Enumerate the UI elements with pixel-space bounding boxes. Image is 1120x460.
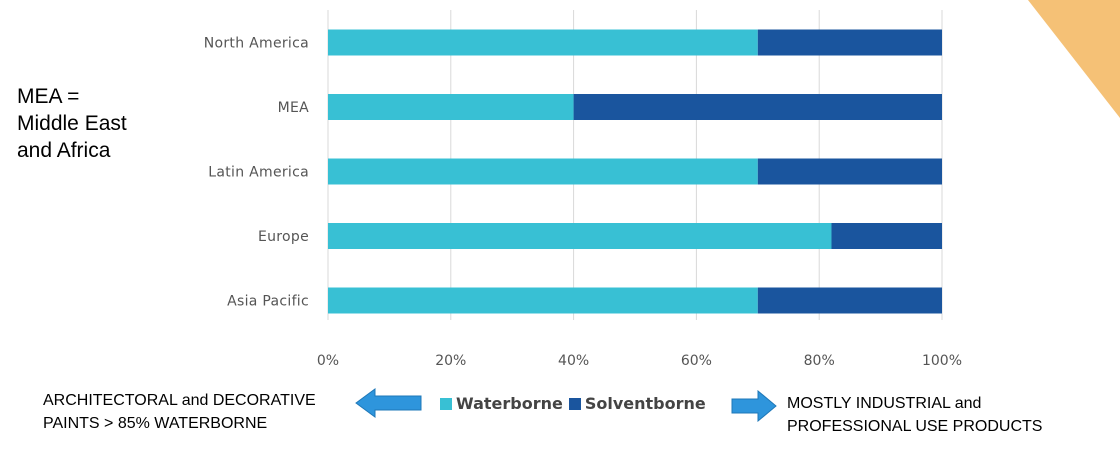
category-label: Asia Pacific <box>227 294 309 310</box>
category-label: North America <box>204 36 309 52</box>
industrial-note: MOSTLY INDUSTRIAL and PROFESSIONAL USE P… <box>787 392 1042 438</box>
x-tick-label: 20% <box>435 353 466 369</box>
right-arrow-icon <box>731 390 777 422</box>
x-tick-label: 0% <box>317 353 339 369</box>
x-tick-label: 80% <box>804 353 835 369</box>
abbreviation-note-line: Middle East <box>17 112 127 135</box>
x-tick-label: 60% <box>681 353 712 369</box>
abbreviation-note-line: MEA = <box>17 85 80 108</box>
bar-waterborne <box>328 29 758 56</box>
legend-item-solventborne: Solventborne <box>568 394 706 413</box>
category-label: MEA <box>278 100 310 116</box>
corner-decoration <box>1028 0 1120 118</box>
abbreviation-note: MEA = Middle East and Africa <box>17 83 127 164</box>
left-arrow-icon <box>355 388 422 418</box>
bar-solventborne <box>573 94 942 120</box>
bar-waterborne <box>328 158 758 185</box>
bar-waterborne <box>328 223 832 249</box>
industrial-note-line: MOSTLY INDUSTRIAL and <box>787 395 982 412</box>
legend-label: Waterborne <box>456 394 563 413</box>
abbreviation-note-line: and Africa <box>17 139 111 162</box>
architectural-note-line: ARCHITECTORAL and DECORATIVE <box>43 392 316 409</box>
bar-solventborne <box>757 29 942 56</box>
category-label: Europe <box>258 229 309 245</box>
x-tick-label: 40% <box>558 353 589 369</box>
industrial-note-line: PROFESSIONAL USE PRODUCTS <box>787 418 1043 435</box>
chart-legend: Waterborne Solventborne <box>440 394 712 413</box>
bar-solventborne <box>831 223 942 249</box>
architectural-note: ARCHITECTORAL and DECORATIVE PAINTS > 85… <box>43 389 316 435</box>
bar-waterborne <box>328 287 758 314</box>
legend-swatch <box>568 397 581 410</box>
category-label: Latin America <box>208 165 309 181</box>
bar-solventborne <box>757 287 942 314</box>
legend-label: Solventborne <box>584 394 706 413</box>
x-tick-label: 100% <box>922 353 962 369</box>
bar-waterborne <box>328 94 574 120</box>
bar-solventborne <box>757 158 942 185</box>
legend-item-waterborne: Waterborne <box>440 394 563 413</box>
stacked-bar-chart: 0% 20% 40% 60% 80% 100% North America MEA Latin … <box>204 10 962 369</box>
architectural-note-line: PAINTS > 85% WATERBORNE <box>43 415 268 432</box>
legend-swatch <box>440 397 452 410</box>
